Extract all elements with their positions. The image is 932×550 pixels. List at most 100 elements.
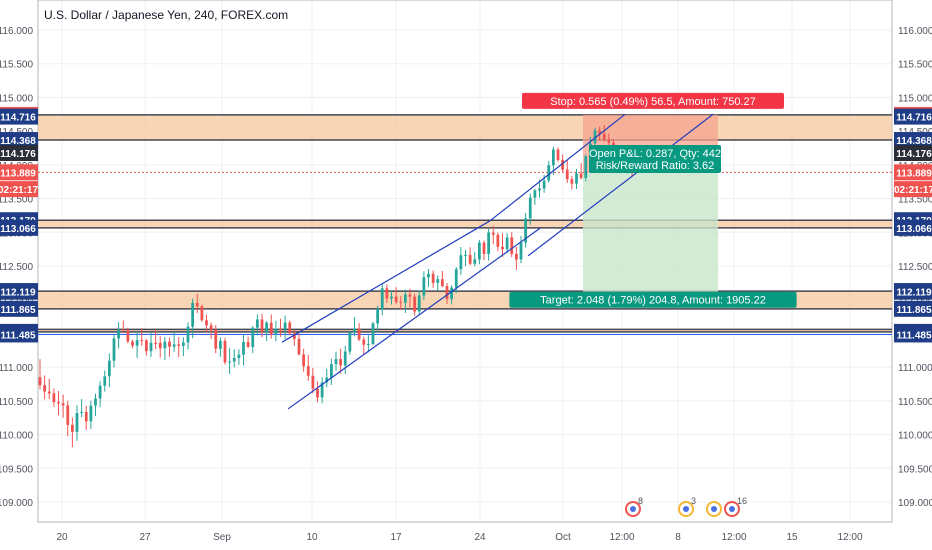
- price-label-right-bg: [894, 219, 932, 236]
- candle-body: [366, 343, 370, 345]
- y-tick-label-right: 112.500: [898, 262, 932, 273]
- candle-body: [403, 294, 407, 303]
- y-tick-label-left: 109.000: [0, 498, 33, 509]
- candle-body: [376, 309, 380, 324]
- candle-body: [163, 341, 167, 349]
- support-resistance-zone: [38, 114, 892, 141]
- price-label-right-bg: [894, 181, 932, 198]
- candle-body: [510, 237, 514, 254]
- price-label-right: 114.368: [894, 132, 932, 149]
- x-tick-label: 12:00: [609, 532, 634, 543]
- candle-body: [205, 320, 208, 326]
- candle-body: [80, 411, 84, 413]
- price-label-left-bg: [0, 164, 38, 181]
- target-label-bg: [509, 291, 797, 308]
- channel-line: [527, 113, 714, 257]
- y-tick-label-left: 115.500: [0, 60, 33, 71]
- y-tick-label-left: 115.000: [0, 93, 33, 104]
- price-label-right-text: 114.716: [896, 113, 932, 124]
- price-label-right: 113.889: [894, 164, 932, 181]
- candle-body: [607, 139, 611, 143]
- candle-body: [288, 322, 292, 334]
- candle-body: [565, 169, 569, 180]
- candle-body: [440, 279, 444, 287]
- candle-body: [260, 319, 264, 332]
- event-icon: 16: [724, 496, 747, 517]
- pnl-label-bg: [589, 145, 721, 173]
- candle-body: [348, 332, 352, 352]
- price-label-left-text: 114.176: [0, 149, 36, 160]
- candle-body: [394, 296, 398, 302]
- candle-body: [292, 333, 296, 340]
- y-tick-label-right: 110.500: [898, 397, 932, 408]
- candle-body: [436, 279, 440, 283]
- y-tick-label-left: 110.000: [0, 431, 33, 442]
- candle-body: [575, 173, 578, 184]
- candle-body: [112, 338, 116, 361]
- candle-body: [357, 328, 361, 340]
- candle-body: [399, 301, 403, 303]
- candle-body: [454, 269, 458, 288]
- candle-body: [279, 328, 282, 330]
- candle-body: [380, 288, 384, 310]
- event-icon-count: 8: [638, 496, 643, 506]
- candle-body: [297, 339, 301, 355]
- candle-body: [246, 341, 250, 347]
- candle-body: [427, 273, 430, 278]
- y-tick-label-left: 110.500: [0, 397, 33, 408]
- event-icon: 8: [625, 496, 643, 517]
- support-resistance-zone: [38, 220, 892, 228]
- candle-body: [501, 246, 504, 250]
- price-label-left: 111.865: [0, 300, 38, 317]
- price-label-right-bg: [894, 132, 932, 149]
- x-tick-label: 8: [675, 532, 681, 543]
- candle-body: [482, 242, 486, 254]
- candle-body: [408, 294, 412, 297]
- candle-body: [107, 360, 111, 377]
- x-tick-label: Oct: [555, 532, 571, 543]
- price-label-left: 114.176: [0, 144, 38, 161]
- price-label-left: 02:21:17: [0, 181, 38, 198]
- candle-body: [325, 377, 329, 383]
- candle-body: [533, 190, 537, 198]
- candle-body: [598, 130, 602, 134]
- event-icon: [706, 501, 722, 517]
- candle-body: [316, 388, 319, 398]
- candle-body: [593, 130, 597, 144]
- candle-body: [186, 326, 190, 343]
- price-label-left: 114.368: [0, 132, 38, 149]
- target-zone: [583, 172, 718, 292]
- y-tick-label-right: 113.500: [898, 195, 932, 206]
- x-axis-ticks: 20 27 Sep 10 17 24 Oct 12:00 8 12:00 15 12:00: [38, 521, 892, 543]
- candle-body: [84, 411, 88, 422]
- candle-body: [200, 306, 204, 321]
- price-label-left-bg: [0, 300, 38, 317]
- candle-body: [61, 403, 65, 406]
- y-tick-label-left: 113.500: [0, 195, 33, 206]
- candle-body: [218, 340, 222, 349]
- candle-body: [265, 322, 269, 332]
- price-label-right-text: 111.485: [896, 330, 931, 341]
- candle-body: [70, 424, 74, 432]
- candle-body: [496, 234, 500, 247]
- candle-body: [283, 322, 287, 330]
- candle-body: [126, 330, 130, 342]
- stop-label-text: Stop: 0.565 (0.49%) 56.5, Amount: 750.27: [550, 96, 755, 108]
- candle-body: [131, 341, 134, 346]
- candle-body: [269, 322, 273, 335]
- candle-body: [371, 323, 375, 344]
- candle-body: [422, 277, 426, 296]
- price-label-left-text: 113.889: [0, 168, 36, 179]
- y-tick-label-right: 109.500: [898, 464, 932, 475]
- x-tick-label: 10: [306, 532, 318, 543]
- price-label-left-bg: [0, 283, 38, 300]
- candle-body: [242, 341, 245, 355]
- candle-body: [542, 180, 546, 189]
- y-tick-label-right: 115.500: [898, 60, 932, 71]
- candle-body: [121, 329, 125, 331]
- price-label-right-bg: [894, 108, 932, 125]
- candles: [38, 125, 634, 448]
- candle-body: [181, 342, 185, 346]
- price-label-right-text: 114.176: [896, 149, 932, 160]
